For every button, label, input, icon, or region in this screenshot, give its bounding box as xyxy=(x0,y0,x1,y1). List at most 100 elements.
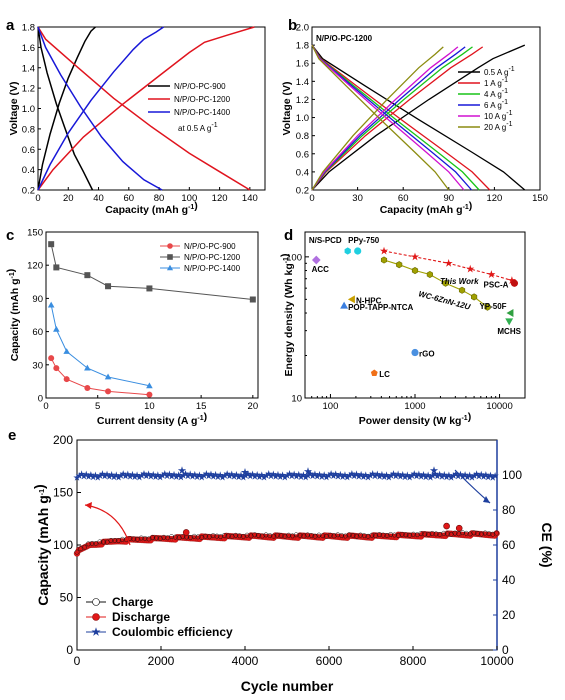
data-point xyxy=(105,472,113,480)
data-point xyxy=(124,470,132,478)
data-point xyxy=(177,466,187,475)
data-point xyxy=(311,255,321,265)
data-point xyxy=(411,348,419,357)
y-tick-label: 1.8 xyxy=(22,23,35,34)
legend-label: Coulombic efficiency xyxy=(112,625,233,639)
panel-b-chart: 0 30 60 90 120 150 0.2 0.4 0.6 0.8 1.0 1.2 1.4 1.6 1.8… xyxy=(281,23,548,217)
data-point xyxy=(96,471,104,479)
point-label: LC xyxy=(379,370,390,379)
x-tick-label: 10000 xyxy=(480,654,514,668)
data-point xyxy=(285,470,294,477)
y2-tick-label: 20 xyxy=(502,608,516,622)
data-point xyxy=(255,532,261,538)
point-label: rGO xyxy=(419,350,435,359)
data-point xyxy=(263,532,269,538)
x-tick-label: 60 xyxy=(124,193,135,204)
legend-label: N/P/O-PC-1200 xyxy=(174,95,231,104)
data-point xyxy=(422,473,430,481)
data-point xyxy=(214,533,220,539)
data-point xyxy=(199,534,205,540)
data-point xyxy=(89,473,97,481)
data-point xyxy=(470,471,478,479)
panel-c-letter: c xyxy=(6,227,14,244)
data-point xyxy=(458,286,466,294)
data-point xyxy=(187,535,193,540)
x-tick-label: 0 xyxy=(309,193,314,204)
legend-label: 20 A g-1 xyxy=(484,121,513,132)
data-point xyxy=(297,532,303,538)
data-point xyxy=(182,529,190,536)
data-point xyxy=(104,373,112,380)
data-point xyxy=(191,470,199,478)
data-point xyxy=(431,470,439,478)
panel-e-chart: 0 2000 4000 6000 8000 10000050100150200020406… xyxy=(31,433,555,694)
data-point xyxy=(331,533,337,539)
data-point xyxy=(385,473,393,481)
data-point xyxy=(392,532,397,538)
data-point xyxy=(320,471,328,479)
data-point xyxy=(399,531,405,537)
data-point xyxy=(452,530,458,536)
data-point xyxy=(142,535,148,541)
x-tick-label: 30 xyxy=(352,193,363,204)
point-label: MCHS xyxy=(497,327,521,336)
point-label: POP-TAPP-NTCA xyxy=(348,303,413,312)
data-point xyxy=(216,471,224,479)
data-point xyxy=(361,533,367,539)
data-point xyxy=(426,270,433,279)
data-point xyxy=(395,533,401,538)
data-point xyxy=(237,533,242,539)
data-point xyxy=(138,535,144,541)
data-point xyxy=(436,470,444,478)
y2-tick-label: 0 xyxy=(502,643,509,657)
data-point xyxy=(203,533,208,539)
data-point xyxy=(146,285,153,292)
x-tick-label: 1000 xyxy=(404,401,425,412)
y-tick-label: 1.8 xyxy=(296,41,309,52)
data-point xyxy=(103,470,111,478)
data-point xyxy=(230,472,238,480)
data-point xyxy=(151,473,160,480)
data-point xyxy=(262,471,271,479)
data-point xyxy=(172,534,178,540)
legend-marker xyxy=(167,243,173,249)
data-point xyxy=(146,391,153,398)
data-point xyxy=(357,470,365,478)
data-point xyxy=(265,470,273,478)
data-point xyxy=(369,470,377,477)
series-line xyxy=(311,46,473,191)
y-tick-label: 200 xyxy=(53,433,73,447)
y-tick-label: 120 xyxy=(27,261,43,272)
data-point xyxy=(415,470,423,478)
data-point xyxy=(272,472,280,480)
data-point xyxy=(301,533,307,539)
data-point xyxy=(482,471,490,479)
x-tick-label: 0 xyxy=(74,654,81,668)
data-point xyxy=(320,533,326,539)
y-tick-label: 1.6 xyxy=(22,43,35,54)
data-point xyxy=(209,472,217,480)
data-point xyxy=(456,531,462,537)
data-point xyxy=(405,473,414,481)
y-tick-label: 1.0 xyxy=(22,104,35,115)
data-point xyxy=(82,470,90,478)
data-point xyxy=(477,470,485,478)
data-point xyxy=(274,532,280,538)
data-point xyxy=(322,473,331,481)
data-point xyxy=(211,470,220,478)
data-point xyxy=(417,472,425,480)
data-point xyxy=(135,536,140,542)
data-point xyxy=(343,473,351,481)
y-axis-label: Voltage (V) xyxy=(8,81,20,135)
data-point xyxy=(89,540,95,546)
data-point xyxy=(460,530,466,536)
y2-tick-label: 40 xyxy=(502,573,516,587)
data-point xyxy=(251,472,259,480)
data-point xyxy=(308,533,314,538)
data-point xyxy=(63,348,70,354)
data-point xyxy=(74,549,80,555)
x-tick-label: 4000 xyxy=(232,654,259,668)
y-tick-label: 150 xyxy=(27,228,43,239)
data-point xyxy=(373,533,379,539)
data-point xyxy=(490,531,496,537)
